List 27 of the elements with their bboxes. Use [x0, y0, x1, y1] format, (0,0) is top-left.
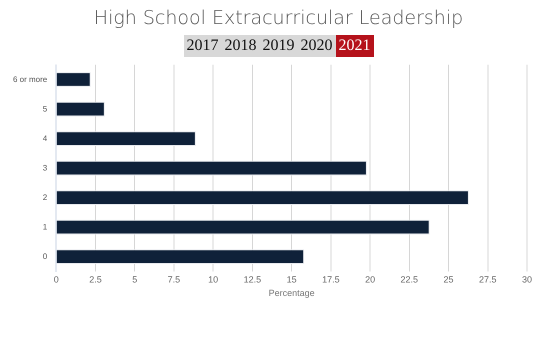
x-tick-label: 0 [54, 274, 59, 284]
x-tick-label: 12.5 [244, 274, 262, 284]
text: 2018 [222, 35, 260, 57]
x-tick-label: 30 [522, 274, 532, 284]
text: 2019 [260, 35, 298, 57]
y-tick-label: 0 [42, 252, 48, 261]
x-tick-label: 10 [208, 274, 218, 284]
x-tick-label: 7.5 [168, 274, 180, 284]
text: 2021 [336, 35, 374, 57]
text: 2017 [184, 35, 222, 57]
y-tick-label: 4 [42, 134, 48, 143]
y-tick-label: 2 [42, 192, 48, 202]
x-axis-title: Percentage [268, 288, 315, 298]
chart-title: High School Extracurricular Leadership [92, 7, 464, 31]
x-tick-label: 15 [286, 274, 297, 284]
x-tick-label: 2.5 [89, 274, 102, 284]
y-tick-label: 1 [42, 222, 48, 232]
x-tick-label: 27.5 [479, 274, 497, 284]
y-tick-label: 6 or more [13, 74, 48, 84]
x-tick-label: 5 [132, 274, 138, 284]
x-tick-label: 25 [444, 274, 454, 284]
x-tick-label: 20 [365, 274, 376, 284]
y-tick-label: 5 [42, 104, 48, 114]
y-tick-label: 3 [42, 163, 48, 172]
x-tick-label: 22.5 [400, 274, 418, 284]
x-tick-label: 17.5 [322, 274, 340, 284]
text: 2020 [298, 35, 336, 57]
